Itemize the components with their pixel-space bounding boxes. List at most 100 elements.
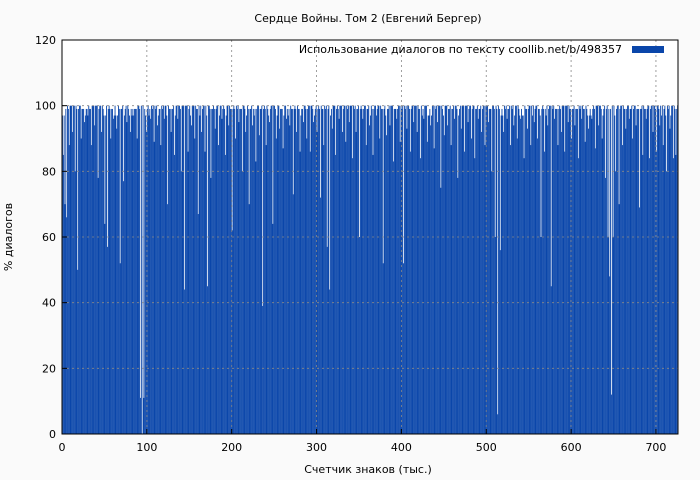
bar xyxy=(332,105,334,435)
bar xyxy=(245,131,247,434)
bar xyxy=(465,105,467,435)
bar xyxy=(432,105,434,435)
bar xyxy=(78,108,80,434)
bar xyxy=(428,115,430,435)
bar xyxy=(608,108,610,434)
bar xyxy=(402,105,404,435)
bar xyxy=(87,115,89,435)
bar xyxy=(81,108,83,434)
bar xyxy=(623,108,625,434)
bar xyxy=(662,145,664,434)
bar xyxy=(676,108,678,434)
bar xyxy=(661,115,662,435)
bar xyxy=(197,214,199,434)
bar xyxy=(589,108,591,434)
bar xyxy=(118,105,119,435)
bar xyxy=(221,118,223,435)
bar xyxy=(435,108,437,434)
bar xyxy=(295,108,297,434)
bar xyxy=(166,115,168,435)
bar xyxy=(102,108,104,434)
bar xyxy=(178,105,180,435)
bar xyxy=(219,105,221,435)
bar xyxy=(375,105,376,435)
bar xyxy=(167,204,169,434)
bar xyxy=(660,105,662,435)
bar xyxy=(616,105,618,435)
bar xyxy=(152,105,154,435)
bar xyxy=(555,108,557,434)
legend-label: Использование диалогов по тексту coollib… xyxy=(299,43,622,56)
bar xyxy=(430,125,432,435)
bar xyxy=(316,131,318,434)
bar xyxy=(464,151,466,434)
bar xyxy=(165,105,167,435)
bar xyxy=(373,108,375,434)
bar xyxy=(342,131,343,434)
bar xyxy=(543,108,544,434)
bar xyxy=(621,105,623,435)
bar xyxy=(368,105,370,435)
bar xyxy=(410,108,412,434)
bar xyxy=(260,108,262,434)
bar xyxy=(345,141,347,434)
bar xyxy=(73,105,74,435)
bar xyxy=(409,108,410,434)
bar xyxy=(442,108,444,434)
bar xyxy=(526,128,528,434)
bar xyxy=(122,105,124,435)
bar xyxy=(196,108,198,434)
bar xyxy=(106,105,108,435)
bar xyxy=(438,105,440,435)
bar xyxy=(395,108,397,434)
bar xyxy=(203,105,205,435)
bar xyxy=(308,105,309,435)
bar xyxy=(420,105,422,435)
bar xyxy=(418,108,420,434)
bar xyxy=(543,151,545,434)
bar xyxy=(274,105,276,435)
bar xyxy=(326,246,328,434)
bar xyxy=(112,118,114,435)
bar xyxy=(257,105,259,435)
bar xyxy=(218,115,220,435)
bar xyxy=(199,115,201,435)
bar xyxy=(342,108,344,434)
bar xyxy=(89,108,91,434)
bar xyxy=(413,122,415,434)
bar xyxy=(84,115,86,435)
bar xyxy=(479,108,481,434)
bar xyxy=(94,125,96,435)
bar xyxy=(185,105,186,435)
bar xyxy=(146,108,148,434)
bar xyxy=(298,108,300,434)
bar xyxy=(394,108,396,434)
bar xyxy=(393,108,395,434)
bar xyxy=(246,105,248,435)
bar xyxy=(110,138,112,434)
bar xyxy=(186,105,188,435)
bar xyxy=(198,105,200,435)
bar xyxy=(613,105,615,435)
bar xyxy=(503,131,505,434)
bar xyxy=(582,105,584,435)
bar xyxy=(320,105,322,435)
bar xyxy=(372,154,374,435)
bar xyxy=(417,105,419,435)
bar xyxy=(266,105,268,435)
bar xyxy=(667,108,669,434)
bar xyxy=(280,108,282,434)
bar xyxy=(392,105,393,435)
bar xyxy=(367,108,369,434)
bar xyxy=(469,105,471,435)
bar xyxy=(238,122,240,434)
bar xyxy=(327,108,329,434)
bar xyxy=(109,108,111,434)
bar xyxy=(594,148,596,434)
bar xyxy=(606,105,608,435)
bar xyxy=(397,108,399,434)
bar xyxy=(101,131,102,434)
bar xyxy=(605,177,606,434)
bar xyxy=(96,105,98,435)
y-axis-label: % диалогов xyxy=(2,203,15,271)
